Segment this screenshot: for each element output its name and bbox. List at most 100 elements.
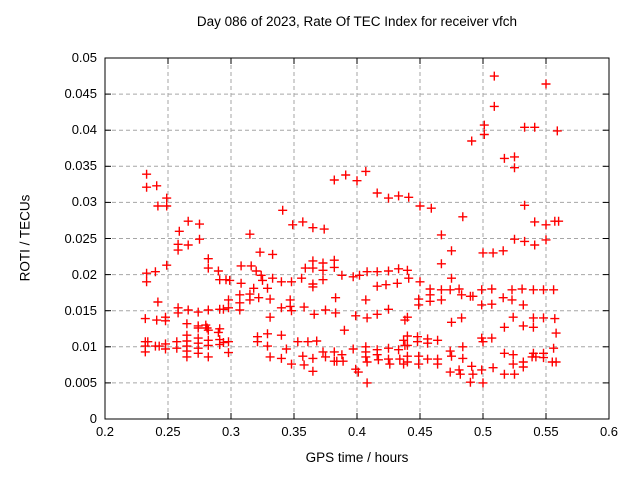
data-point: [152, 181, 162, 191]
data-point: [528, 322, 538, 332]
y-tick-label: 0.015: [64, 302, 97, 318]
data-point: [329, 262, 339, 272]
data-point: [520, 236, 530, 246]
x-tick-label: 0.5: [473, 424, 493, 439]
data-point: [276, 277, 286, 287]
data-point: [489, 71, 499, 81]
data-point: [425, 296, 435, 306]
data-point: [224, 295, 233, 305]
data-point: [395, 354, 405, 364]
data-point: [373, 355, 383, 365]
data-point: [477, 285, 487, 295]
data-point: [353, 367, 363, 377]
data-point: [413, 337, 422, 347]
data-point: [518, 362, 528, 372]
data-point: [415, 277, 425, 287]
data-point: [436, 295, 446, 305]
data-point: [287, 306, 296, 316]
data-point: [415, 201, 425, 211]
data-point: [394, 345, 404, 355]
data-point: [203, 352, 213, 362]
x-tick-label: 0.55: [533, 424, 559, 439]
data-point: [394, 264, 404, 274]
data-point: [235, 305, 245, 315]
data-point: [142, 169, 152, 179]
data-point: [457, 290, 467, 300]
data-point: [203, 340, 213, 350]
data-point: [245, 229, 255, 239]
x-tick-label: 0.2: [95, 424, 115, 439]
data-point: [140, 347, 150, 357]
data-point: [384, 266, 393, 276]
data-point: [303, 337, 313, 347]
data-point: [508, 359, 518, 369]
data-point: [251, 266, 261, 276]
data-point: [423, 354, 433, 364]
data-point: [399, 359, 409, 369]
data-point: [550, 314, 560, 324]
data-point: [465, 377, 475, 387]
data-point: [215, 324, 225, 334]
data-point: [182, 352, 192, 362]
data-point: [161, 316, 170, 326]
data-point: [153, 201, 163, 211]
data-point: [348, 272, 358, 282]
data-point: [551, 357, 561, 367]
data-point: [287, 359, 296, 369]
data-point: [308, 366, 318, 376]
data-point: [385, 359, 395, 369]
data-point: [458, 353, 468, 363]
data-point: [539, 285, 548, 295]
x-tick-label: 0.35: [281, 424, 307, 439]
data-point: [530, 122, 540, 132]
data-point: [404, 273, 414, 283]
data-point: [265, 294, 275, 304]
data-point: [258, 275, 267, 285]
data-point: [337, 350, 347, 360]
data-point: [140, 314, 150, 324]
data-point: [255, 247, 265, 257]
data-point: [224, 348, 233, 358]
data-point: [372, 281, 382, 291]
data-point: [517, 284, 527, 294]
data-point: [351, 311, 361, 321]
data-point: [455, 369, 465, 379]
data-point: [162, 193, 172, 203]
data-point: [489, 101, 499, 111]
data-point: [499, 369, 509, 379]
data-point: [309, 309, 319, 319]
data-point: [447, 273, 456, 283]
data-point: [478, 248, 488, 258]
data-point: [541, 79, 551, 89]
data-point: [402, 357, 412, 367]
data-point: [338, 356, 348, 366]
data-point: [362, 267, 372, 277]
data-point: [372, 188, 382, 198]
data-point: [299, 302, 309, 312]
data-point: [384, 343, 393, 353]
data-point: [173, 308, 183, 318]
data-point: [436, 259, 446, 269]
data-point: [372, 267, 382, 277]
data-point: [372, 350, 382, 360]
data-point: [549, 285, 559, 295]
data-point: [362, 378, 372, 388]
data-point: [384, 193, 393, 203]
data-point: [478, 337, 488, 347]
data-point: [528, 313, 538, 323]
data-point: [348, 344, 358, 354]
data-point: [201, 320, 211, 330]
data-point: [549, 343, 559, 353]
data-point: [308, 223, 318, 233]
data-point: [361, 295, 371, 305]
data-point: [299, 360, 309, 370]
data-point: [433, 335, 443, 345]
data-point: [300, 263, 310, 273]
data-point: [142, 277, 152, 287]
data-point: [298, 351, 308, 361]
data-point: [321, 305, 330, 315]
data-point: [433, 359, 443, 369]
data-point: [173, 245, 183, 255]
data-point: [479, 120, 489, 130]
y-tick-label: 0.005: [64, 374, 97, 390]
